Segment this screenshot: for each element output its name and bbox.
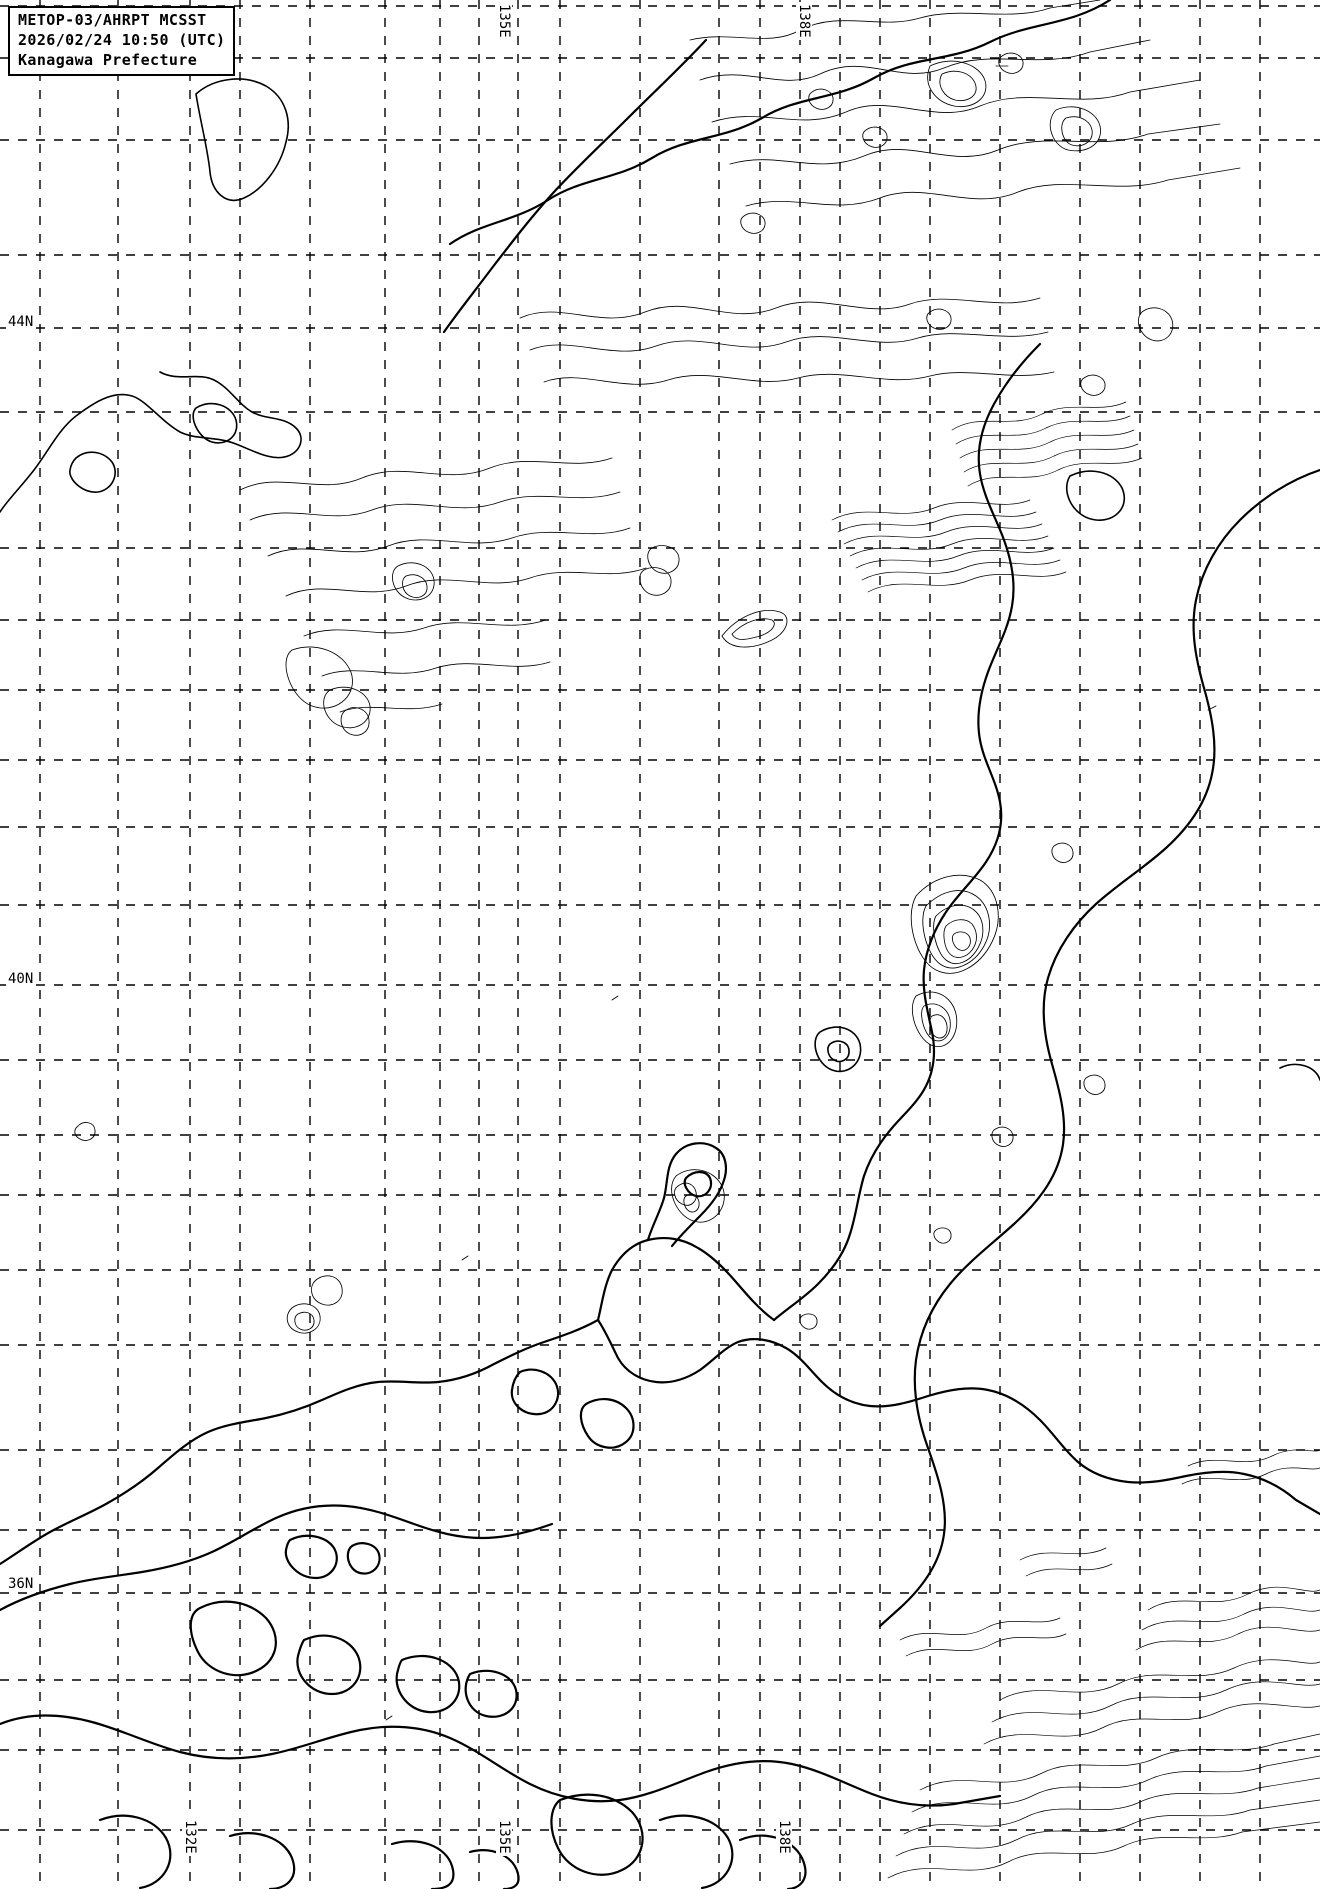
lon-label-bottom-132e: 132E (182, 1818, 198, 1856)
observation-timestamp: 2026/02/24 10:50 (UTC) (18, 30, 226, 49)
graticule-meridians (39, 0, 1261, 1889)
lon-label-top-138e: 138E (796, 2, 812, 40)
lon-label-top-135e: 135E (496, 2, 512, 40)
lon-label-bottom-135e: 135E (496, 1818, 512, 1856)
title-box: METOP-03/AHRPT MCSST 2026/02/24 10:50 (U… (8, 6, 236, 77)
product-title: METOP-03/AHRPT MCSST (18, 11, 207, 29)
lat-label-44n: 44N (6, 314, 36, 330)
lon-label-bottom-138e: 138E (776, 1818, 792, 1856)
isotherm-contours (74, 0, 1320, 1879)
lat-label-40n: 40N (6, 971, 36, 987)
lat-label-36n: 36N (6, 1576, 36, 1592)
region-name: Kanagawa Prefecture (18, 50, 198, 69)
